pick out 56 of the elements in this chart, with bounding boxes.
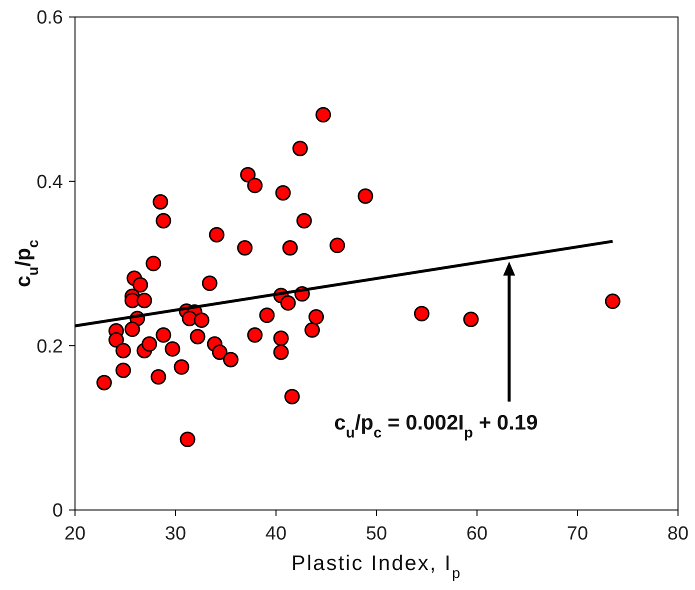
point xyxy=(202,275,218,291)
x-tick-label: 60 xyxy=(466,523,488,544)
point xyxy=(164,341,180,357)
point xyxy=(330,238,346,254)
point xyxy=(124,321,140,337)
point xyxy=(190,328,206,344)
point xyxy=(237,240,253,256)
point xyxy=(156,213,172,229)
point xyxy=(358,188,374,204)
point xyxy=(308,309,324,325)
point xyxy=(223,352,239,368)
point xyxy=(96,374,112,390)
y-tick-label: 0 xyxy=(52,500,63,522)
annotation: c$_{u}$/p$_{c}$ = 0.002I$_{p}$ + 0.19 xyxy=(334,412,538,442)
point xyxy=(115,362,131,378)
point xyxy=(315,107,331,123)
point xyxy=(108,332,124,348)
point xyxy=(174,359,190,375)
point xyxy=(212,344,228,360)
point xyxy=(604,294,620,310)
point xyxy=(132,277,148,293)
point xyxy=(273,330,289,346)
point xyxy=(280,295,296,311)
x-tick-label: 70 xyxy=(566,523,588,544)
point xyxy=(156,327,172,343)
y-tick-label: 0.4 xyxy=(36,172,64,194)
point xyxy=(150,369,166,385)
y-tick-label: 0.2 xyxy=(36,336,63,358)
point xyxy=(275,185,291,201)
y-tick-label: 0.6 xyxy=(36,8,63,29)
x-tick-label: 30 xyxy=(164,523,186,544)
point xyxy=(296,213,312,229)
point xyxy=(136,292,152,308)
point xyxy=(152,194,168,210)
point xyxy=(282,240,298,256)
point xyxy=(259,308,275,324)
x-tick-label: 80 xyxy=(667,523,689,544)
point xyxy=(142,336,158,352)
point xyxy=(414,306,430,322)
point xyxy=(180,432,196,448)
point xyxy=(292,140,308,156)
x-axis-title: Plastic Index, I$_{p}$ xyxy=(291,552,462,582)
point xyxy=(463,312,479,328)
point xyxy=(115,342,131,358)
point xyxy=(247,178,263,194)
x-tick-label: 40 xyxy=(265,523,287,544)
x-tick-label: 50 xyxy=(366,523,388,544)
point xyxy=(247,327,263,343)
point xyxy=(284,388,300,404)
point xyxy=(146,256,162,272)
point xyxy=(304,322,320,338)
point xyxy=(273,344,289,360)
point xyxy=(240,167,256,183)
point xyxy=(194,312,210,328)
point xyxy=(208,226,224,242)
x-tick-label: 20 xyxy=(64,523,86,544)
